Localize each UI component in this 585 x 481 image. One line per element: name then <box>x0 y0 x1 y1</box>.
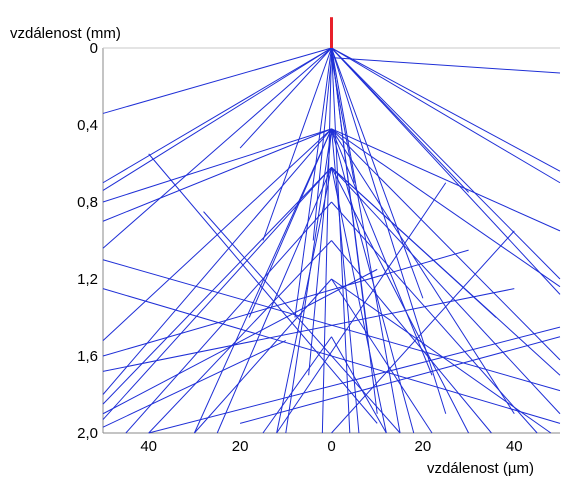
trajectory-segment <box>148 326 561 434</box>
trajectory-segment <box>239 47 332 149</box>
trajectory-segment <box>331 167 561 415</box>
trajectory-segment <box>331 47 561 280</box>
trajectory-segment <box>102 167 332 405</box>
trajectory-segment <box>102 167 332 420</box>
trajectory-segment <box>331 128 561 232</box>
trajectory-segment <box>331 240 492 434</box>
trajectory-segment <box>331 47 447 414</box>
trajectory-segment <box>331 57 561 74</box>
trajectory-segment <box>331 167 470 434</box>
trajectory-segment <box>102 268 378 415</box>
trajectory-segment <box>102 128 332 222</box>
trajectory-segment <box>276 182 447 434</box>
trajectory-segment <box>102 249 469 357</box>
y-tick-label: 0,8 <box>77 194 98 211</box>
trajectory-segment <box>331 47 351 434</box>
trajectory-lines <box>102 47 561 434</box>
x-axis-title: vzdálenost (µm) <box>427 460 534 477</box>
x-ticks: 40 20 0 20 40 <box>140 438 522 455</box>
y-tick-label: 0,4 <box>77 117 98 134</box>
trajectory-segment <box>102 47 332 191</box>
trajectory-segment <box>331 128 561 361</box>
trajectory-segment <box>102 47 332 249</box>
trajectory-segment <box>331 128 515 415</box>
x-tick-label: 0 <box>327 438 335 455</box>
trajectory-segment <box>331 47 561 184</box>
trajectory-segment <box>331 128 360 434</box>
trajectory-segment <box>331 47 561 172</box>
trajectory-segment <box>203 211 401 434</box>
trajectory-segment <box>125 201 332 434</box>
trajectory-segment <box>331 278 433 434</box>
y-ticks: 0 0,4 0,8 1,2 1,6 2,0 <box>77 40 98 442</box>
y-tick-label: 1,6 <box>77 348 98 365</box>
x-tick-label: 40 <box>140 438 157 455</box>
trajectory-segment <box>194 278 332 434</box>
y-tick-label: 2,0 <box>77 425 98 442</box>
y-tick-label: 0 <box>90 40 98 57</box>
trajectory-segment <box>148 153 378 424</box>
trajectory-segment <box>331 336 387 434</box>
trajectory-segment <box>331 230 515 434</box>
y-tick-label: 1,2 <box>77 271 98 288</box>
trajectory-segment <box>148 240 332 434</box>
trajectory-segment <box>331 47 424 299</box>
trajectory-segment <box>102 128 332 395</box>
trajectory-segment <box>331 201 538 434</box>
x-tick-label: 20 <box>232 438 249 455</box>
y-axis-title: vzdálenost (mm) <box>10 25 121 42</box>
trajectory-segment <box>331 47 561 295</box>
trajectory-segment <box>321 47 332 434</box>
trajectory-segment <box>193 128 332 434</box>
trajectory-segment <box>262 47 332 241</box>
trajectory-segment <box>331 128 561 288</box>
trajectory-segment <box>102 47 332 184</box>
trajectory-segment <box>262 336 332 434</box>
trajectory-segment <box>102 47 332 114</box>
trajectory-segment <box>248 128 332 318</box>
trajectory-segment <box>102 340 287 428</box>
x-tick-label: 40 <box>506 438 523 455</box>
trajectory-segment <box>285 128 332 434</box>
trajectory-segment <box>331 166 497 318</box>
trajectory-segment <box>331 278 552 434</box>
trajectory-segment <box>331 57 355 183</box>
trajectory-segment <box>331 47 369 337</box>
trajectory-segment <box>331 128 433 376</box>
x-tick-label: 20 <box>415 438 432 455</box>
trajectory-segment <box>102 128 332 203</box>
